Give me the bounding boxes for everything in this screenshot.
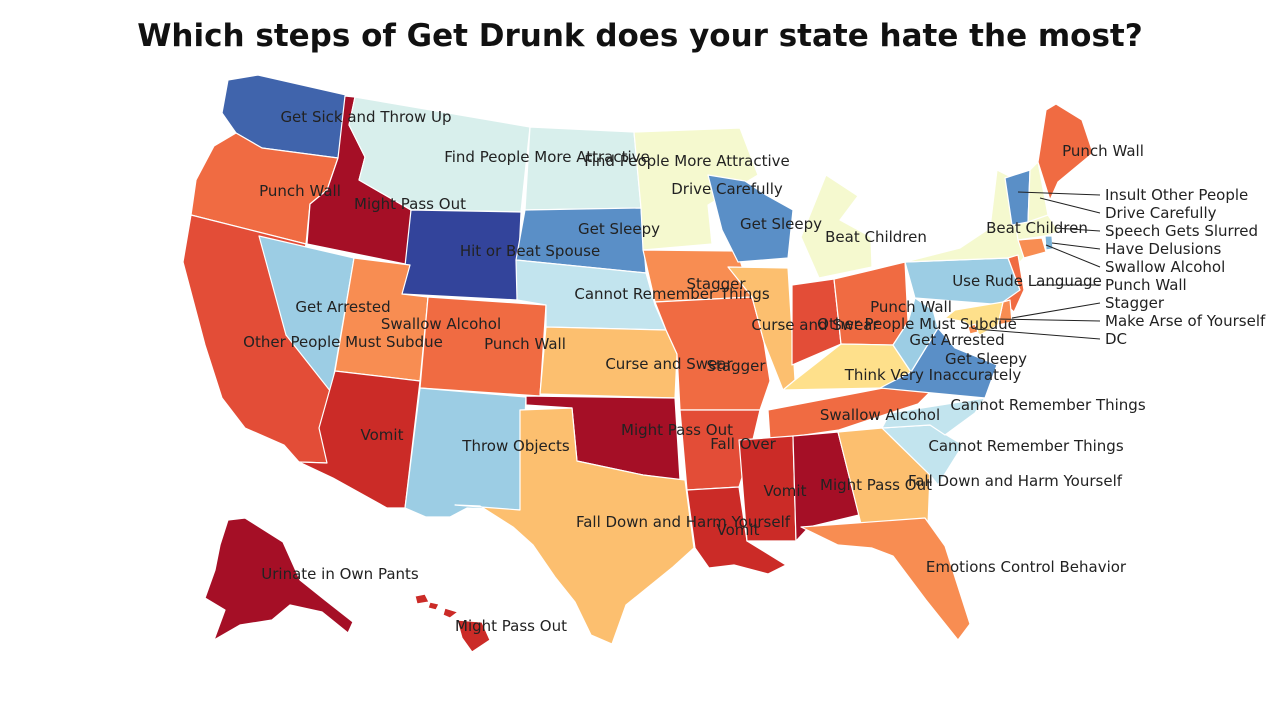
state-label-ok: Might Pass Out [621,421,733,439]
state-label-sd: Get Sleepy [578,220,660,238]
state-ak [204,517,354,641]
state-label-nv: Get Arrested [295,298,390,316]
state-label-ny: Beat Children [986,219,1088,237]
callout-line-vt [1017,191,1101,196]
map-title: Which steps of Get Drunk does your state… [137,18,1143,54]
state-fl [800,517,971,641]
state-label-me: Punch Wall [1062,142,1144,160]
state-label-nd: Find People More Attractive [584,152,790,170]
state-label-mt: Find People More Attractive [444,148,650,166]
state-label-in: Punch Wall [870,298,952,316]
state-label-ri: Have Delusions [1105,240,1221,258]
state-label-sc: Cannot Remember Things [928,437,1123,455]
state-label-ky: Think Very Inaccurately [844,366,1022,384]
state-label-de: Stagger [1105,294,1165,312]
callout-line-de [1011,302,1101,319]
callout-line-ri [1051,242,1101,250]
state-label-hi: Might Pass Out [455,617,567,635]
state-label-fl: Emotions Control Behavior [926,558,1127,576]
state-label-or: Punch Wall [259,182,341,200]
state-label-mi: Beat Children [825,228,927,246]
state-label-va: Get Sleepy [945,350,1027,368]
state-label-wa: Get Sick and Throw Up [280,108,451,126]
state-label-ia: Stagger [686,275,746,293]
state-label-al: Might Pass Out [820,476,932,494]
state-label-ak: Urinate in Own Pants [261,565,419,583]
state-ct [1017,237,1047,259]
callout-line-ct [1045,244,1101,268]
state-label-ga: Fall Down and Harm Yourself [908,472,1123,490]
state-mt [348,96,531,213]
state-label-nj: Punch Wall [1105,276,1187,294]
state-dc [967,323,979,335]
state-label-dc: DC [1105,330,1127,348]
state-label-wi: Get Sleepy [740,215,822,233]
state-label-ar: Fall Over [710,435,776,453]
state-md [944,301,1004,336]
state-tx [454,407,695,645]
state-label-nm: Throw Objects [461,437,570,455]
state-mi [800,174,873,279]
state-me [1037,103,1094,201]
state-ks [539,326,678,399]
state-label-tx: Fall Down and Harm Yourself [576,513,791,531]
state-label-nc: Cannot Remember Things [950,396,1145,414]
state-label-wy: Hit or Beat Spouse [460,242,600,260]
state-label-wv: Get Arrested [909,331,1004,349]
state-mn [633,127,759,251]
state-label-mo: Stagger [706,357,766,375]
state-label-ms: Vomit [764,482,807,500]
state-nj [1002,254,1025,313]
callout-line-nh [1039,197,1101,214]
state-label-az: Vomit [361,426,404,444]
state-al [792,431,860,542]
state-label-nh: Drive Carefully [1105,204,1217,222]
state-label-oh: Other People Must Subdue [817,315,1017,333]
state-label-il: Curse and Swear [751,316,879,334]
callout-line-dc [974,328,1101,340]
state-label-pa: Use Rude Language [952,272,1102,290]
state-label-ct: Swallow Alcohol [1105,258,1225,276]
callout-line-md [995,318,1101,322]
state-label-vt: Insult Other People [1105,186,1248,204]
state-label-mn: Drive Carefully [671,180,783,198]
state-label-ks: Curse and Swear [605,355,733,373]
state-label-co: Punch Wall [484,335,566,353]
state-label-ma: Speech Gets Slurred [1105,222,1258,240]
state-nh [1027,161,1049,223]
state-label-ca: Other People Must Subdue [243,333,443,351]
callout-line-ma [1054,227,1101,232]
state-label-ut: Swallow Alcohol [381,315,501,333]
state-label-id: Might Pass Out [354,195,466,213]
state-label-md: Make Arse of Yourself [1105,312,1266,330]
state-label-ne: Cannot Remember Things [574,285,769,303]
state-wi [707,174,794,263]
state-label-tn: Swallow Alcohol [820,406,940,424]
state-label-la: Vomit [717,521,760,539]
state-wv [892,297,939,373]
state-hi [414,593,491,653]
state-la [686,486,787,575]
